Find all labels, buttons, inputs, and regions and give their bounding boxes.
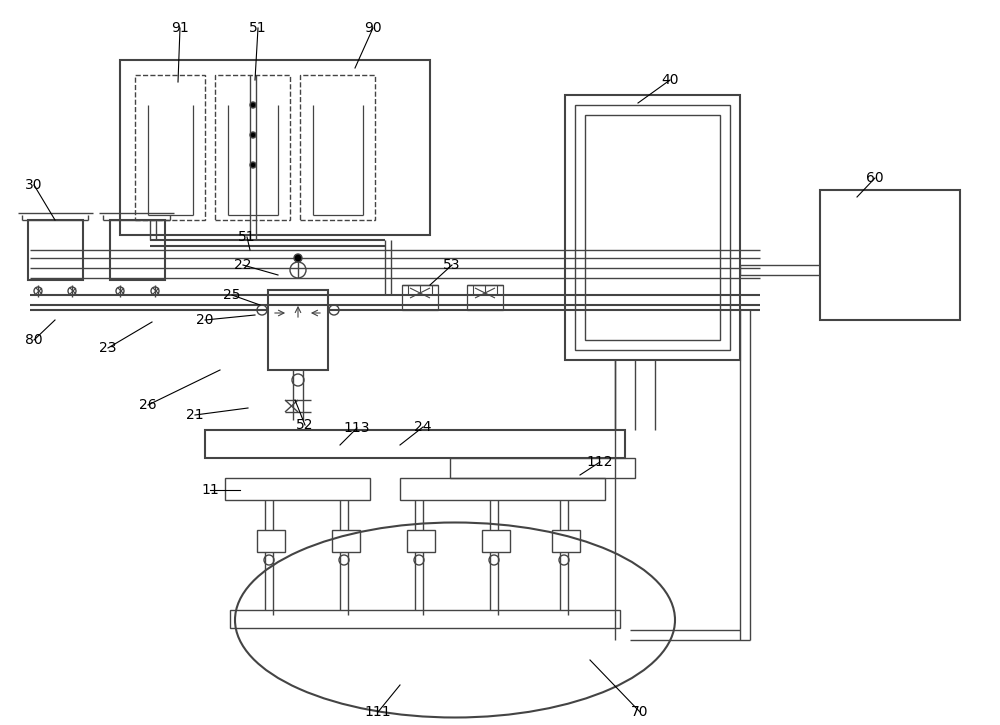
Text: 90: 90 [364, 21, 382, 35]
Text: 51: 51 [238, 230, 256, 244]
Bar [28, 220, 83, 280]
Text: 60: 60 [866, 171, 884, 185]
Text: 23: 23 [99, 341, 117, 355]
Circle shape [294, 254, 302, 262]
Text: 52: 52 [296, 418, 314, 432]
Bar [407, 530, 435, 552]
Bar [230, 610, 620, 628]
Bar [482, 530, 510, 552]
Bar [450, 458, 635, 478]
Bar [552, 530, 580, 552]
Text: 11: 11 [201, 483, 219, 497]
Bar [467, 285, 503, 310]
Bar [820, 190, 960, 320]
Bar [215, 75, 290, 220]
Text: 21: 21 [186, 408, 204, 422]
Bar [400, 478, 605, 500]
Text: 91: 91 [171, 21, 189, 35]
Circle shape [250, 102, 256, 108]
Bar [268, 290, 328, 370]
Bar [225, 478, 370, 500]
Circle shape [250, 132, 256, 138]
Bar [332, 530, 360, 552]
Text: 51: 51 [249, 21, 267, 35]
Bar [120, 60, 430, 235]
Bar [565, 95, 740, 360]
Text: 30: 30 [25, 178, 43, 192]
Text: 26: 26 [139, 398, 157, 412]
Text: 70: 70 [631, 705, 649, 719]
Circle shape [250, 162, 256, 168]
Bar [110, 220, 165, 280]
Text: 40: 40 [661, 73, 679, 87]
Text: 80: 80 [25, 333, 43, 347]
Bar [135, 75, 205, 220]
Bar [402, 285, 438, 310]
Text: 24: 24 [414, 420, 432, 434]
Text: 25: 25 [223, 288, 241, 302]
Text: 53: 53 [443, 258, 461, 272]
Text: 111: 111 [365, 705, 391, 719]
Bar [257, 530, 285, 552]
Bar [205, 430, 625, 458]
Text: 113: 113 [344, 421, 370, 435]
Bar [585, 115, 720, 340]
Bar [575, 105, 730, 350]
Bar [300, 75, 375, 220]
Text: 22: 22 [234, 258, 252, 272]
Text: 112: 112 [587, 455, 613, 469]
Text: 20: 20 [196, 313, 214, 327]
